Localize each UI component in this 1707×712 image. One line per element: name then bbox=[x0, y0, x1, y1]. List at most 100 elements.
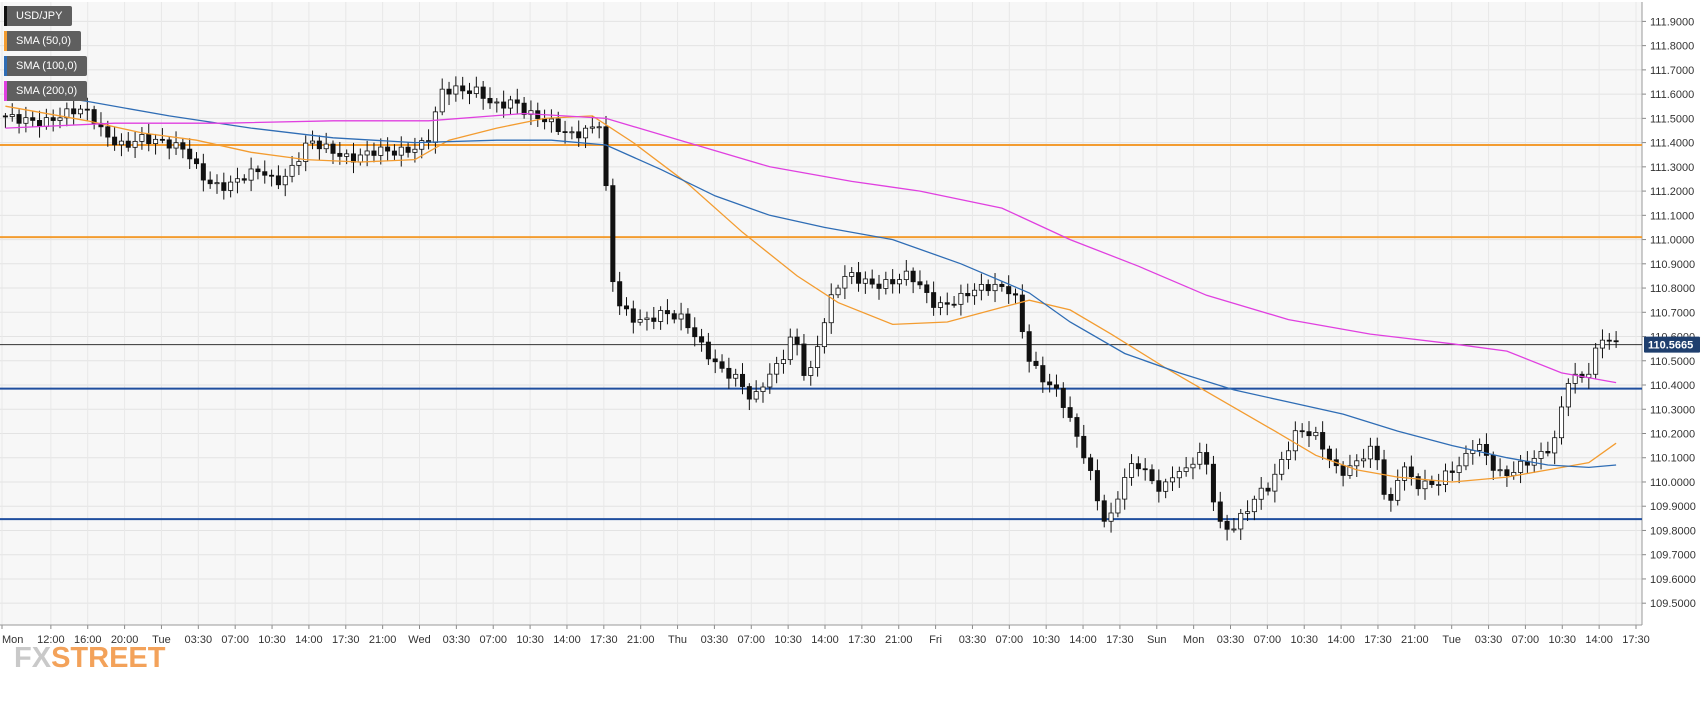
candle-body bbox=[1497, 469, 1503, 472]
x-tick-label: Tue bbox=[152, 634, 171, 646]
candle-body bbox=[1040, 365, 1046, 383]
candle-body bbox=[398, 146, 404, 156]
candle-body bbox=[494, 101, 500, 104]
candle-body bbox=[862, 278, 868, 284]
candle-body bbox=[1347, 465, 1353, 476]
candle-body bbox=[678, 313, 684, 320]
candle-body bbox=[903, 270, 909, 281]
candle-body bbox=[1142, 468, 1148, 471]
candle-body bbox=[16, 114, 22, 124]
candle-body bbox=[350, 153, 357, 163]
legend-sma100[interactable]: SMA (100,0) bbox=[4, 56, 88, 76]
y-tick-label: 111.7000 bbox=[1650, 65, 1694, 77]
candle-body bbox=[460, 85, 466, 92]
candle-body bbox=[1129, 463, 1135, 478]
y-tick-label: 111.0000 bbox=[1650, 235, 1694, 247]
candle-body bbox=[712, 358, 718, 363]
candle-body bbox=[603, 126, 609, 187]
y-tick-label: 111.9000 bbox=[1650, 16, 1694, 28]
y-tick-label: 110.9000 bbox=[1650, 259, 1695, 271]
candle-body bbox=[1490, 454, 1496, 471]
x-tick-label: 07:00 bbox=[1512, 634, 1540, 646]
candle-body bbox=[630, 308, 636, 323]
candle-body bbox=[705, 341, 711, 360]
legend-swatch bbox=[4, 6, 7, 26]
candle-body bbox=[917, 281, 923, 286]
candle-body bbox=[1074, 417, 1080, 437]
legend-sma200[interactable]: SMA (200,0) bbox=[4, 81, 88, 101]
candle-body bbox=[808, 367, 814, 376]
candle-body bbox=[739, 373, 746, 387]
candle-body bbox=[1258, 487, 1264, 500]
candle-body bbox=[330, 143, 336, 154]
candle-body bbox=[623, 305, 630, 310]
candle-body bbox=[1408, 466, 1414, 477]
candle-body bbox=[84, 108, 90, 111]
legend-usdjpy[interactable]: USD/JPY bbox=[4, 6, 73, 26]
candle-body bbox=[1006, 286, 1012, 295]
x-tick-label: 21:00 bbox=[1401, 634, 1429, 646]
candle-body bbox=[883, 279, 889, 289]
x-tick-label: 14:00 bbox=[811, 634, 839, 646]
y-tick-label: 111.1000 bbox=[1650, 210, 1694, 222]
candle-body bbox=[166, 139, 172, 149]
candle-body bbox=[207, 179, 213, 185]
candle-body bbox=[125, 140, 131, 148]
candle-body bbox=[664, 310, 670, 315]
candle-body bbox=[910, 270, 916, 283]
candle-body bbox=[1176, 471, 1182, 479]
candle-body bbox=[1183, 467, 1189, 472]
candle-body bbox=[583, 127, 589, 139]
y-tick-label: 111.6000 bbox=[1650, 89, 1694, 101]
legend-label: SMA (50,0) bbox=[16, 35, 72, 47]
candle-body bbox=[1060, 387, 1066, 408]
candle-body bbox=[344, 153, 350, 157]
x-tick-label: 16:00 bbox=[74, 634, 102, 646]
x-tick-label: Wed bbox=[408, 634, 430, 646]
candle-body bbox=[876, 283, 882, 289]
candle-body bbox=[985, 284, 991, 292]
x-tick-label: 03:30 bbox=[185, 634, 213, 646]
plot-background bbox=[0, 2, 1642, 625]
x-tick-label: 10:30 bbox=[258, 634, 286, 646]
x-tick-label: Mon bbox=[1183, 634, 1204, 646]
candle-body bbox=[432, 111, 438, 143]
candle-body bbox=[1402, 466, 1408, 481]
legend-swatch bbox=[4, 31, 7, 51]
legend-sma50[interactable]: SMA (50,0) bbox=[4, 31, 82, 51]
candle-body bbox=[1231, 528, 1237, 531]
x-tick-label: 10:30 bbox=[774, 634, 802, 646]
candle-body bbox=[1094, 470, 1100, 502]
legend-swatch bbox=[4, 81, 7, 101]
candle-body bbox=[617, 281, 623, 307]
x-tick-label: 20:00 bbox=[111, 634, 139, 646]
candle-body bbox=[651, 317, 657, 322]
candle-body bbox=[801, 343, 807, 376]
candle-body bbox=[1224, 520, 1230, 530]
candle-body bbox=[1081, 435, 1087, 459]
x-tick-label: 07:00 bbox=[221, 634, 249, 646]
candle-body bbox=[1163, 481, 1169, 492]
candle-body bbox=[37, 120, 43, 127]
legend-swatch bbox=[4, 56, 7, 76]
candle-body bbox=[644, 317, 650, 321]
candle-body bbox=[821, 322, 827, 348]
candle-body bbox=[1067, 407, 1073, 418]
candle-body bbox=[193, 158, 200, 165]
candle-body bbox=[1395, 480, 1401, 501]
candle-body bbox=[610, 185, 616, 283]
candle-body bbox=[1606, 339, 1612, 342]
candle-body bbox=[1552, 437, 1558, 454]
candle-body bbox=[931, 292, 937, 308]
candle-body bbox=[64, 108, 70, 119]
candle-body bbox=[835, 287, 841, 296]
candle-body bbox=[514, 99, 520, 104]
candle-body bbox=[733, 373, 739, 379]
candle-body bbox=[944, 302, 950, 305]
candle-body bbox=[685, 313, 691, 329]
x-tick-label: 03:30 bbox=[1217, 634, 1245, 646]
candle-body bbox=[50, 117, 56, 121]
candle-body bbox=[1053, 384, 1059, 389]
